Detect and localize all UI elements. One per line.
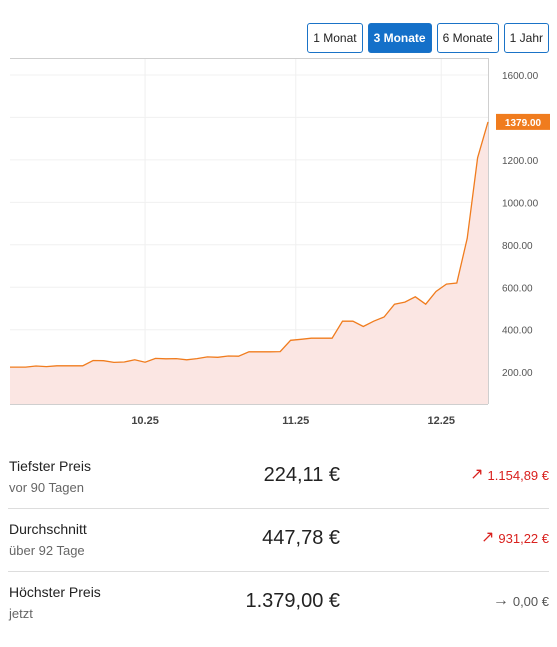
arrow-up-right-icon: ↗ — [480, 529, 495, 546]
stat-label: Höchster Preis — [9, 584, 101, 600]
stat-sublabel: jetzt — [9, 606, 33, 621]
price-stats: Tiefster Preis vor 90 Tagen 224,11 € ↗ 1… — [8, 446, 549, 634]
arrow-up-right-icon: ↗ — [470, 466, 484, 483]
stat-label: Tiefster Preis — [9, 458, 91, 474]
current-price-badge — [496, 113, 550, 130]
time-range-selector: 1 Monat 3 Monate 6 Monate 1 Jahr — [307, 23, 549, 53]
y-tick-label: 1000.00 — [502, 198, 539, 209]
stat-row-average: Durchschnitt über 92 Tage 447,78 € ↗ 931… — [8, 509, 549, 572]
stat-value: 1.379,00 € — [245, 590, 340, 612]
stat-row-highest: Höchster Preis jetzt 1.379,00 € → 0,00 € — [8, 572, 549, 634]
y-tick-label: 1200.00 — [502, 156, 539, 167]
stat-row-lowest: Tiefster Preis vor 90 Tagen 224,11 € ↗ 1… — [8, 446, 549, 509]
stat-change-value: 931,22 € — [498, 530, 549, 546]
price-area-fill — [10, 121, 488, 405]
y-tick-label: 800.00 — [502, 241, 533, 252]
y-tick-label: 1600.00 — [502, 71, 539, 82]
range-button-3-months[interactable]: 3 Monate — [367, 23, 432, 53]
stat-label: Durchschnitt — [9, 521, 87, 537]
y-tick-label: 600.00 — [502, 283, 533, 294]
arrow-right-icon: → — [492, 592, 509, 609]
y-tick-label: 400.00 — [502, 326, 533, 337]
price-chart-svg: 200.00400.00600.00800.001000.001200.0014… — [10, 58, 550, 427]
price-history-chart: 200.00400.00600.00800.001000.001200.0014… — [10, 58, 551, 428]
stat-change: → 0,00 € — [493, 593, 549, 609]
stat-change: ↗ 1.154,89 € — [470, 467, 549, 483]
range-button-6-months[interactable]: 6 Monate — [436, 23, 499, 53]
y-tick-label: 200.00 — [502, 368, 533, 379]
stat-change-value: 0,00 € — [512, 593, 549, 609]
price-line — [10, 121, 489, 368]
x-tick-label: 10.25 — [131, 415, 159, 427]
stat-change: ↗ 931,22 € — [481, 530, 549, 546]
stat-change-value: 1.154,89 € — [487, 467, 549, 483]
current-price-label: 1379.00 — [505, 118, 542, 129]
range-button-1-month[interactable]: 1 Monat — [307, 23, 363, 53]
stat-value: 224,11 € — [263, 464, 340, 486]
stat-value: 447,78 € — [262, 527, 340, 549]
x-tick-label: 11.25 — [282, 415, 309, 427]
stat-sublabel: vor 90 Tagen — [9, 480, 84, 495]
stat-sublabel: über 92 Tage — [9, 543, 85, 558]
range-button-1-year[interactable]: 1 Jahr — [503, 23, 549, 53]
x-tick-label: 12.25 — [427, 415, 455, 427]
